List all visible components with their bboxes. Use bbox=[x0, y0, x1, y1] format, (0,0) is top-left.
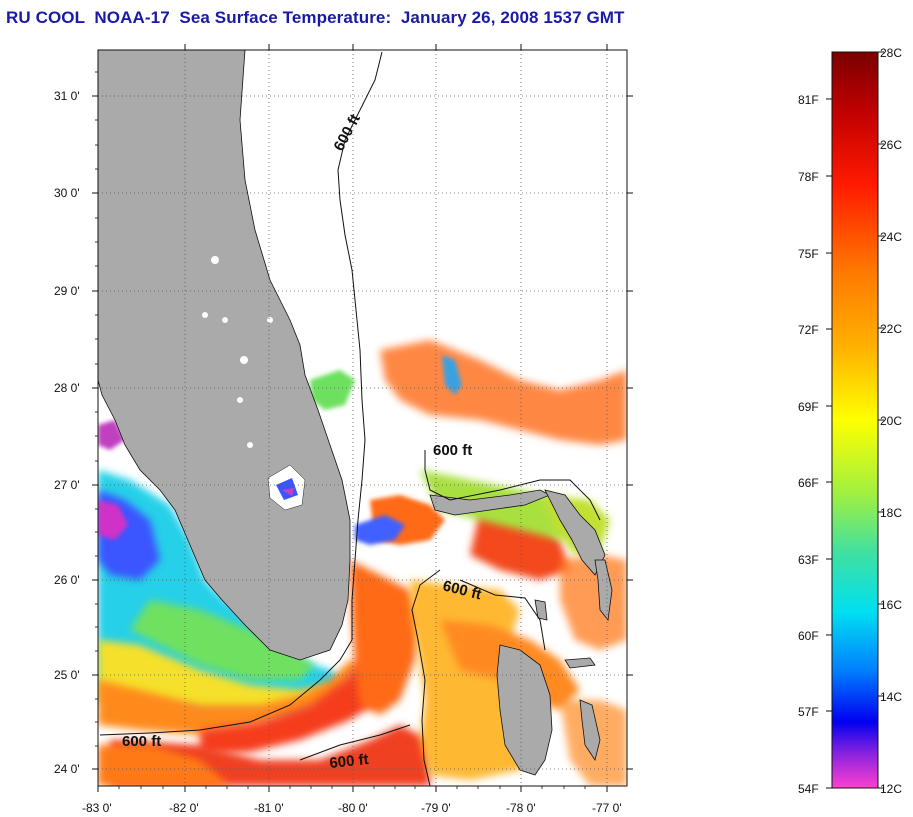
colorbar-c-label: 14C bbox=[880, 690, 903, 704]
colorbar-f-label: 63F bbox=[798, 553, 819, 567]
colorbar-f-label: 81F bbox=[798, 93, 819, 107]
sst-straits-orange bbox=[98, 745, 230, 786]
lon-label-82: -82 0' bbox=[169, 801, 199, 815]
colorbar-c-label: 24C bbox=[880, 230, 903, 244]
andros-island bbox=[496, 644, 553, 776]
contour-bahamas bbox=[411, 569, 441, 786]
inland-lake bbox=[247, 442, 253, 448]
berry-islands bbox=[534, 599, 548, 621]
sst-florida-bay-orange bbox=[98, 660, 360, 735]
inland-lake bbox=[202, 312, 208, 318]
sst-north-scatter-orange bbox=[380, 340, 627, 445]
colorbar bbox=[831, 51, 879, 789]
sst-gulf-magenta bbox=[98, 500, 128, 540]
lon-label-81: -81 0' bbox=[254, 801, 284, 815]
colorbar-c-label: 26C bbox=[880, 138, 903, 152]
lat-label-28: 28 0' bbox=[54, 381, 80, 395]
sst-east-scatter bbox=[560, 555, 627, 650]
colorbar-f-label: 69F bbox=[798, 400, 819, 414]
sst-north-cyan-streak bbox=[442, 355, 462, 395]
lat-label-29: 29 0' bbox=[54, 284, 80, 298]
inland-lake bbox=[237, 397, 243, 403]
colorbar-f-label: 54F bbox=[798, 782, 819, 796]
lake-okeechobee-blue bbox=[276, 478, 298, 500]
colorbar-f-label: 75F bbox=[798, 247, 819, 261]
colorbar-f-label: 78F bbox=[798, 170, 819, 184]
lon-label-79: -79 0' bbox=[421, 801, 451, 815]
inland-lakes bbox=[202, 256, 306, 511]
contour-bahamas-east bbox=[459, 579, 546, 651]
lat-label-26: 26 0' bbox=[54, 573, 80, 587]
frame-minor-ticks bbox=[95, 71, 586, 789]
sst-keys-red bbox=[200, 640, 395, 755]
depth-contours bbox=[99, 51, 601, 786]
colorbar-c-label: 18C bbox=[880, 506, 903, 520]
colorbar-f-label: 72F bbox=[798, 323, 819, 337]
colorbar-f-label: 60F bbox=[798, 629, 819, 643]
colorbar-c-label: 22C bbox=[880, 322, 903, 336]
lat-label-27: 27 0' bbox=[54, 478, 80, 492]
lon-label-80: -80 0' bbox=[338, 801, 368, 815]
exumas bbox=[579, 699, 601, 761]
colorbar-f-label: 57F bbox=[798, 705, 819, 719]
sst-tampa-green bbox=[310, 370, 355, 410]
sst-stream-north-blue bbox=[355, 515, 405, 545]
lon-label-78: -78 0' bbox=[506, 801, 536, 815]
lat-label-24: 24 0' bbox=[54, 762, 80, 776]
contour-east-coast bbox=[99, 51, 383, 736]
lon-label-77: -77 0' bbox=[592, 801, 622, 815]
lat-label-25: 25 0' bbox=[54, 668, 80, 682]
sst-gulfstream-orange bbox=[350, 560, 420, 715]
colorbar-f-label: 66F bbox=[798, 476, 819, 490]
page-title: RU COOL NOAA-17 Sea Surface Temperature:… bbox=[6, 8, 625, 27]
sst-gulf-green bbox=[130, 600, 315, 680]
lat-label-31: 31 0' bbox=[54, 89, 80, 103]
grand-bahama-island bbox=[429, 489, 551, 516]
colorbar-c-label: 20C bbox=[880, 414, 903, 428]
contour-label: 600 ft bbox=[329, 751, 370, 772]
lat-lon-grid bbox=[98, 50, 627, 786]
map-frame bbox=[97, 49, 628, 787]
frame-ticks bbox=[92, 44, 633, 792]
inland-lake bbox=[211, 256, 219, 264]
colorbar-ticks bbox=[826, 51, 884, 789]
colorbar-c-label: 12C bbox=[880, 782, 903, 796]
colorbar-c-label: 28C bbox=[880, 46, 903, 60]
lat-label-30: 30 0' bbox=[54, 186, 80, 200]
sst-field bbox=[98, 340, 627, 786]
contour-south bbox=[299, 724, 411, 761]
inland-lake bbox=[267, 317, 273, 323]
colorbar-c-label: 16C bbox=[880, 598, 903, 612]
lon-label-83: -83 0' bbox=[82, 801, 112, 815]
contour-label: 600 ft bbox=[433, 442, 472, 459]
inland-lake bbox=[222, 317, 228, 323]
nassau-island bbox=[564, 657, 596, 669]
contour-lbb bbox=[424, 450, 601, 521]
inland-lake bbox=[240, 356, 248, 364]
contour-label: 600 ft bbox=[122, 733, 161, 750]
lake-okeechobee-magenta bbox=[282, 488, 294, 496]
